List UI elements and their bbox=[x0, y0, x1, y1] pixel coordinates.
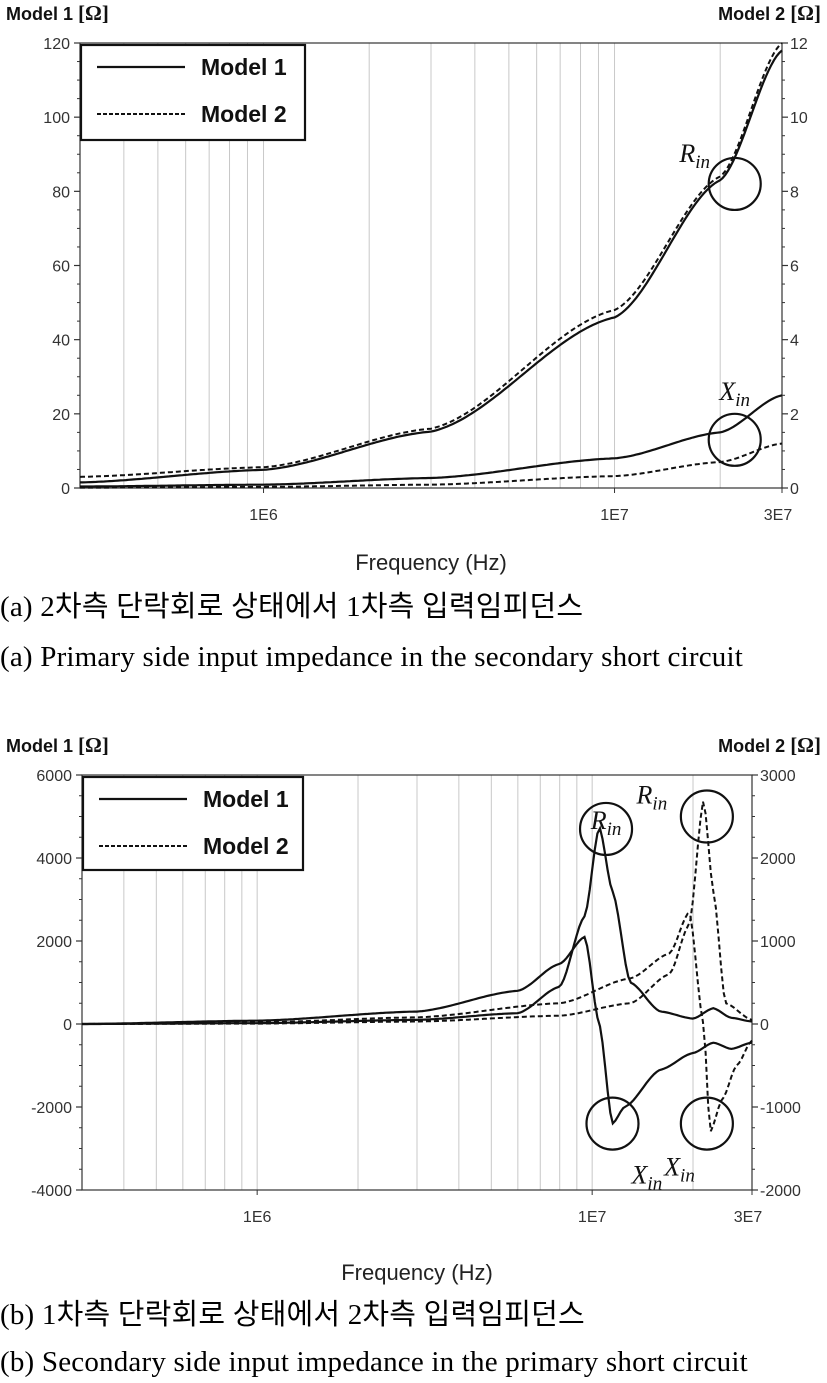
annotation-label: Rin bbox=[636, 781, 668, 815]
legend-label: Model 1 bbox=[201, 54, 287, 80]
legend: Model 1 Model 2 bbox=[79, 43, 307, 142]
right-tick-label: -2000 bbox=[760, 1183, 801, 1200]
annotation-circle bbox=[679, 1096, 734, 1151]
left-tick-label: 120 bbox=[43, 36, 70, 53]
series-model-1-rin bbox=[80, 49, 783, 484]
annotation-label: Rin bbox=[590, 806, 622, 840]
left-tick-label: 6000 bbox=[36, 768, 72, 785]
legend: Model 1 Model 2 bbox=[81, 775, 305, 872]
legend-box bbox=[79, 43, 307, 142]
x-tick-label: 3E7 bbox=[764, 507, 793, 524]
legend-box bbox=[81, 775, 305, 872]
left-tick-label: 0 bbox=[63, 1017, 72, 1034]
x-axis-title: Frequency (Hz) bbox=[355, 550, 507, 575]
series-model-1-xin bbox=[82, 935, 753, 1126]
right-tick-label: 2 bbox=[790, 407, 799, 424]
annotation-circle bbox=[679, 789, 734, 844]
annotation-circle bbox=[585, 1096, 640, 1151]
x-tick-label: 1E6 bbox=[243, 1209, 272, 1226]
left-tick-label: 80 bbox=[52, 184, 70, 201]
x-tick-label: 1E6 bbox=[249, 507, 278, 524]
series-model-2-rin bbox=[79, 42, 783, 478]
annotation-circle bbox=[707, 156, 762, 212]
annotation-circle bbox=[707, 412, 762, 467]
annotation-label: Rin bbox=[678, 139, 710, 173]
right-tick-label: 12 bbox=[790, 36, 808, 53]
x-tick-label: 1E7 bbox=[600, 507, 629, 524]
x-tick-label: 3E7 bbox=[734, 1209, 763, 1226]
right-tick-label: 3000 bbox=[760, 768, 796, 785]
annotation-label: Xin bbox=[631, 1161, 663, 1195]
series-model-2-xin bbox=[80, 442, 783, 489]
right-axis-title: Model 2 [Ω] bbox=[718, 1, 821, 25]
left-tick-label: 40 bbox=[52, 333, 70, 350]
series-model-2-rin bbox=[82, 801, 753, 1025]
left-tick-label: 20 bbox=[52, 407, 70, 424]
left-tick-label: 0 bbox=[61, 481, 70, 498]
legend-label: Model 2 bbox=[203, 833, 289, 859]
right-tick-label: 4 bbox=[790, 333, 799, 350]
annotation-label: Xin bbox=[663, 1153, 695, 1187]
left-tick-label: -4000 bbox=[31, 1183, 72, 1200]
x-axis-title: Frequency (Hz) bbox=[341, 1260, 493, 1285]
right-tick-label: 10 bbox=[790, 110, 808, 127]
legend-label: Model 1 bbox=[203, 786, 289, 812]
series-model-1-rin bbox=[82, 825, 753, 1026]
right-axis-title: Model 2 [Ω] bbox=[718, 733, 821, 757]
annotation-circle bbox=[578, 801, 634, 857]
left-tick-label: 2000 bbox=[36, 934, 72, 951]
caption-a-english: (a) Primary side input impedance in the … bbox=[0, 641, 744, 673]
caption-b-korean: (b) 1차측 단락회로 상태에서 2차측 입력임피던스 bbox=[0, 1299, 585, 1331]
right-tick-label: 0 bbox=[790, 481, 799, 498]
right-tick-label: 6 bbox=[790, 259, 799, 276]
left-axis-title: Model 1 [Ω] bbox=[6, 733, 109, 757]
annotation-label: Xin bbox=[718, 377, 750, 411]
left-tick-label: 4000 bbox=[36, 851, 72, 868]
chart-b: -4000 -2000 0 2000 4000 6000 -2000 -1000 0 1000 20… bbox=[6, 733, 821, 1285]
caption-b-english: (b) Secondary side input impedance in th… bbox=[0, 1346, 748, 1378]
series-model-1-xin bbox=[80, 394, 783, 488]
left-tick-label: -2000 bbox=[31, 1100, 72, 1117]
x-tick-label: 1E7 bbox=[578, 1209, 607, 1226]
right-tick-label: 0 bbox=[760, 1017, 769, 1034]
chart-a: 0 20 40 60 80 100 120 0 2 4 6 8 10 12 1E6 1E7 3E7 Frequen… bbox=[6, 1, 821, 575]
caption-a-korean: (a) 2차측 단락회로 상태에서 1차측 입력임피던스 bbox=[0, 591, 584, 623]
right-tick-label: 8 bbox=[790, 184, 799, 201]
right-tick-label: -1000 bbox=[760, 1100, 801, 1117]
left-tick-label: 100 bbox=[43, 110, 70, 127]
right-tick-label: 1000 bbox=[760, 934, 796, 951]
right-tick-label: 2000 bbox=[760, 851, 796, 868]
legend-label: Model 2 bbox=[201, 101, 287, 127]
left-axis-title: Model 1 [Ω] bbox=[6, 1, 109, 25]
left-tick-label: 60 bbox=[52, 259, 70, 276]
